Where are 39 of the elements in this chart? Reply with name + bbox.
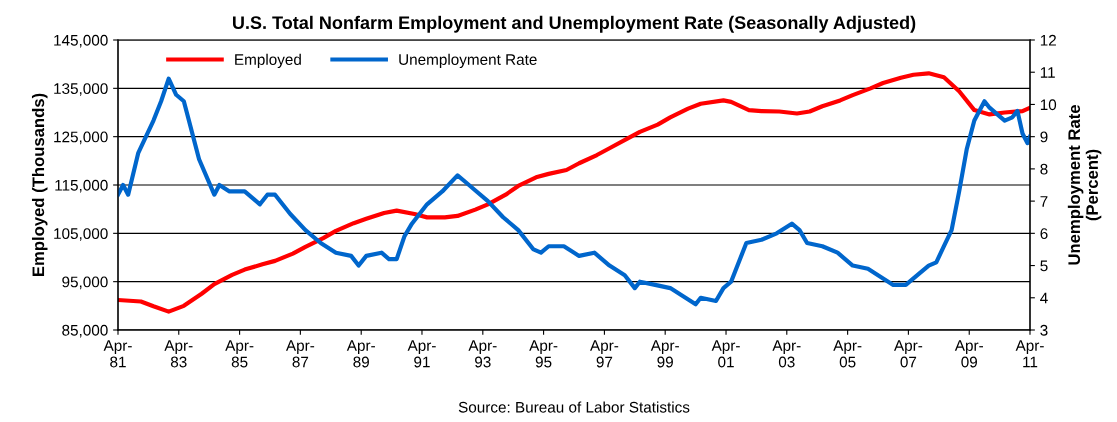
- x-tick-label: Apr- 09: [954, 340, 983, 368]
- x-tick-label: Apr- 83: [164, 340, 193, 368]
- y2-tick-label: 3: [1040, 324, 1048, 336]
- legend-label: Unemployment Rate: [399, 53, 537, 68]
- x-tick-label: Apr- 95: [529, 340, 558, 368]
- x-tick-label: Apr- 97: [590, 340, 619, 368]
- x-tick-label: Apr- 91: [407, 340, 436, 368]
- y-tick-label: 145,000: [54, 34, 108, 48]
- x-tick-label: Apr- 05: [833, 340, 862, 368]
- x-tick-label: Apr- 81: [103, 340, 132, 368]
- x-tick-label: Apr- 93: [468, 340, 497, 368]
- y-tick-label: 125,000: [54, 131, 108, 145]
- y-tick-label: 85,000: [62, 324, 108, 338]
- y-tick-label: 105,000: [54, 228, 108, 241]
- x-tick-label: Apr- 87: [285, 340, 315, 368]
- y-tick-label: 135,000: [54, 83, 108, 96]
- chart-title: U.S. Total Nonfarm Employment and Unemployment Rate (Seasonally Adjusted): [233, 15, 916, 33]
- y2-tick-label: 6: [1040, 228, 1048, 240]
- y2-tick-label: 9: [1040, 131, 1048, 143]
- y2-tick-label: 8: [1040, 163, 1048, 175]
- x-tick-label: Apr- 89: [346, 340, 375, 368]
- x-tick-label: Apr- 85: [225, 340, 254, 368]
- x-tick-label: Apr- 11: [1015, 340, 1044, 368]
- y2-axis-title: Unemployment Rate (Percent): [1067, 104, 1102, 265]
- y2-tick-label: 4: [1040, 292, 1048, 304]
- x-tick-label: Apr- 03: [772, 340, 801, 368]
- y-tick-label: 95,000: [62, 276, 108, 290]
- x-tick-label: Apr- 07: [894, 340, 923, 368]
- y-tick-label: 115,000: [55, 179, 108, 193]
- y2-tick-label: 10: [1040, 99, 1057, 111]
- y2-tick-label: 11: [1040, 67, 1055, 78]
- legend-label: Employed: [235, 53, 301, 68]
- x-tick-label: Apr- 01: [711, 340, 740, 368]
- y-axis-title: Employed (Thousands): [31, 93, 48, 277]
- y2-tick-label: 7: [1040, 196, 1048, 207]
- y2-tick-label: 5: [1040, 260, 1048, 272]
- source-note: Source: Bureau of Labor Statistics: [458, 401, 690, 413]
- x-tick-label: Apr- 99: [650, 340, 679, 368]
- y2-tick-label: 12: [1040, 34, 1056, 46]
